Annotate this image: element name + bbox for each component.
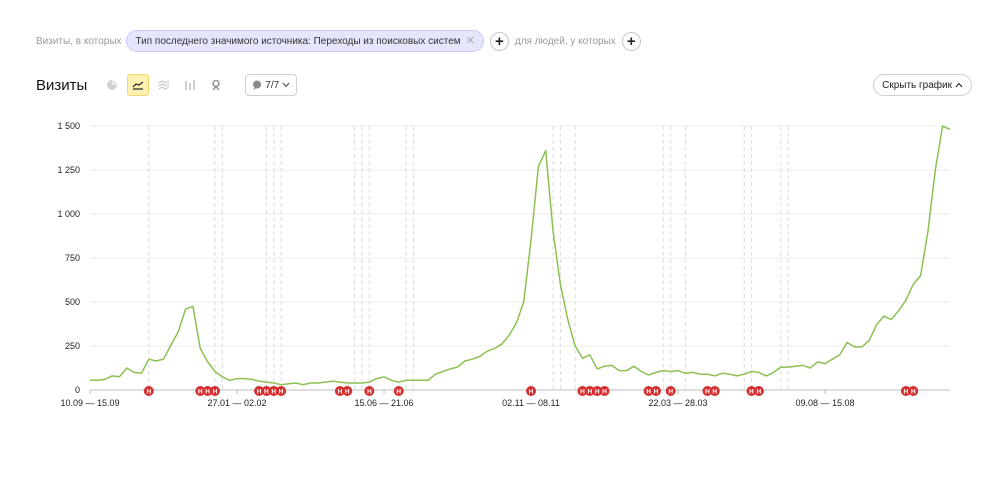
chart-toolbar: Визиты 7/7 — [36, 74, 298, 96]
annotation-marker — [342, 386, 353, 396]
line-chart-icon — [132, 81, 144, 90]
add-visit-condition-button[interactable]: + — [489, 31, 509, 51]
annotation-marker — [577, 386, 588, 396]
annotation-marker-label: H — [911, 389, 916, 396]
annotation-marker-label: H — [654, 389, 659, 396]
series-line — [90, 125, 951, 386]
x-tick-label: 09.08 — 15.08 — [796, 398, 855, 408]
annotation-marker-label: H — [712, 389, 717, 396]
stacked-area-button[interactable] — [153, 74, 175, 96]
annotation-marker — [599, 386, 610, 396]
annotation-marker — [900, 386, 911, 396]
annotation-marker-label: H — [396, 389, 401, 396]
comment-icon — [253, 80, 262, 90]
annotation-marker-label: H — [205, 389, 210, 396]
x-tick-label: 27.01 — 02.02 — [207, 398, 266, 408]
annotation-marker — [195, 386, 206, 396]
annotation-marker — [334, 386, 345, 396]
annotation-marker-label: H — [757, 389, 762, 396]
annotation-marker — [650, 386, 661, 396]
annotation-marker-label: H — [602, 389, 607, 396]
x-tick-label: 02.11 — 08.11 — [502, 398, 560, 408]
x-tick-label: 22.03 — 28.03 — [649, 398, 708, 408]
annotation-marker — [276, 386, 287, 396]
annotation-marker-label: H — [904, 389, 909, 396]
annotation-marker — [364, 386, 375, 396]
annotation-marker-label: H — [529, 389, 534, 396]
source-filter-chip[interactable]: Тип последнего значимого источника: Пере… — [126, 30, 484, 52]
y-tick-label: 250 — [65, 341, 80, 351]
x-tick-label: 10.09 — 15.09 — [60, 398, 119, 408]
annotation-marker-label: H — [595, 389, 600, 396]
pie-chart-button[interactable] — [101, 74, 123, 96]
annotation-marker — [753, 386, 764, 396]
annotation-marker — [702, 386, 713, 396]
annotation-marker-label: H — [279, 389, 284, 396]
annotation-marker-label: H — [705, 389, 710, 396]
annotation-marker — [584, 386, 595, 396]
annotation-marker — [268, 386, 279, 396]
annotation-marker — [526, 386, 537, 396]
chevron-down-icon — [282, 82, 290, 88]
y-tick-label: 0 — [75, 385, 80, 395]
annotation-marker-label: H — [198, 389, 203, 396]
hide-chart-button[interactable]: Скрыть график — [873, 74, 972, 96]
y-tick-label: 1 500 — [57, 121, 80, 131]
annotation-marker-label: H — [580, 389, 585, 396]
annotation-marker — [592, 386, 603, 396]
plus-icon: + — [494, 32, 504, 50]
annotation-marker-label: H — [257, 389, 262, 396]
annotation-marker-label: H — [271, 389, 276, 396]
annotation-marker — [643, 386, 654, 396]
y-tick-label: 1 250 — [57, 165, 80, 175]
annotation-marker — [746, 386, 757, 396]
annotation-marker-label: H — [338, 389, 343, 396]
close-icon[interactable]: ✕ — [465, 34, 475, 47]
annotation-marker — [254, 386, 265, 396]
annotation-marker-label: H — [646, 389, 651, 396]
bar-chart-button[interactable] — [179, 74, 201, 96]
x-tick-label: 15.06 — 21.06 — [354, 398, 413, 408]
annotation-marker-label: H — [213, 389, 218, 396]
line-chart-button[interactable] — [127, 74, 150, 96]
add-people-condition-button[interactable]: + — [621, 31, 641, 51]
annotation-marker — [393, 386, 404, 396]
chevron-up-icon — [955, 82, 963, 88]
y-tick-label: 500 — [65, 297, 80, 307]
y-tick-label: 750 — [65, 253, 80, 263]
annotation-marker-label: H — [668, 389, 673, 396]
annotation-marker — [202, 386, 213, 396]
source-filter-chip-label: Тип последнего значимого источника: Пере… — [135, 35, 461, 47]
plus-icon: + — [626, 32, 636, 50]
annotation-marker-label: H — [587, 389, 592, 396]
annotation-marker — [709, 386, 720, 396]
annotation-marker-label: H — [749, 389, 754, 396]
annotation-marker-label: H — [345, 389, 350, 396]
annotation-marker-label: H — [264, 389, 269, 396]
annotation-marker — [665, 386, 676, 396]
annotation-marker-label: H — [367, 389, 372, 396]
annotation-marker — [209, 386, 220, 396]
hide-chart-label: Скрыть график — [882, 79, 952, 91]
stacked-area-icon — [158, 80, 170, 90]
filter-prefix-label: Визиты, в которых — [36, 35, 122, 47]
bar-chart-icon — [185, 80, 196, 90]
annotation-marker — [143, 386, 154, 396]
annotations-count: 7/7 — [265, 79, 280, 91]
map-button[interactable] — [205, 74, 227, 96]
annotation-marker-label: H — [146, 389, 151, 396]
chart-title: Визиты — [36, 76, 88, 94]
y-tick-label: 1 000 — [57, 209, 80, 219]
annotation-marker — [261, 386, 272, 396]
map-pin-icon — [212, 79, 220, 91]
annotation-marker — [908, 386, 919, 396]
pie-chart-icon — [107, 80, 118, 90]
people-filter-label: для людей, у которых — [514, 35, 616, 47]
annotations-dropdown[interactable]: 7/7 — [245, 74, 298, 96]
segment-filter-bar: Визиты, в которых Тип последнего значимо… — [36, 30, 647, 52]
